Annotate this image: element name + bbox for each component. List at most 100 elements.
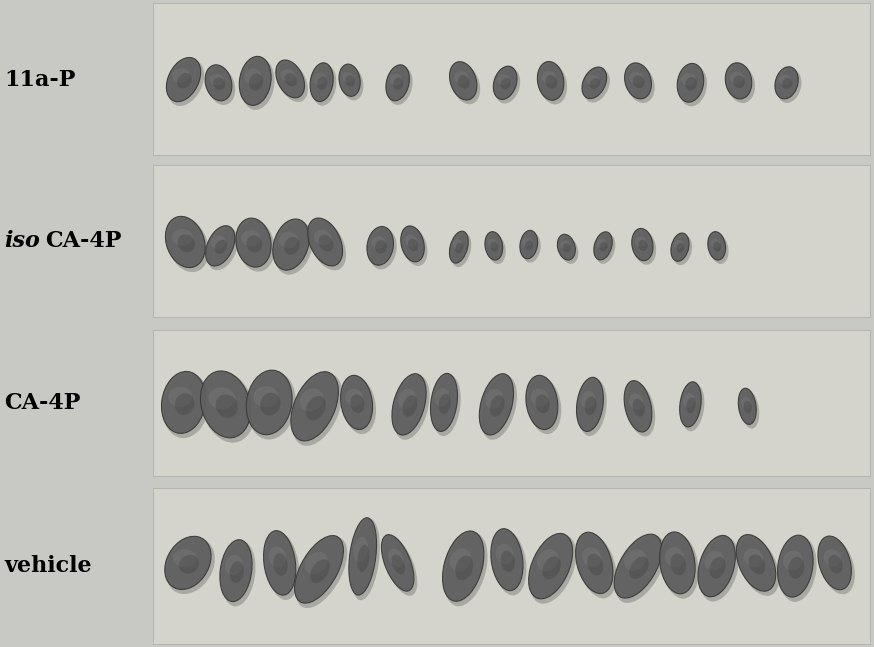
Ellipse shape	[213, 78, 225, 90]
Ellipse shape	[312, 65, 336, 105]
Ellipse shape	[449, 61, 477, 100]
Ellipse shape	[431, 373, 457, 432]
Ellipse shape	[493, 66, 517, 100]
Ellipse shape	[685, 77, 697, 91]
Ellipse shape	[300, 388, 323, 411]
Ellipse shape	[350, 394, 364, 413]
Ellipse shape	[488, 239, 497, 248]
Ellipse shape	[736, 534, 776, 591]
Ellipse shape	[629, 556, 649, 579]
Ellipse shape	[278, 62, 308, 102]
Ellipse shape	[165, 536, 211, 589]
Ellipse shape	[208, 388, 235, 410]
Ellipse shape	[166, 538, 215, 594]
Ellipse shape	[733, 76, 746, 88]
Ellipse shape	[162, 371, 205, 433]
Ellipse shape	[392, 554, 405, 575]
Ellipse shape	[179, 555, 199, 574]
Ellipse shape	[291, 372, 338, 441]
Ellipse shape	[780, 537, 816, 602]
Ellipse shape	[454, 71, 468, 83]
Ellipse shape	[632, 228, 653, 261]
Ellipse shape	[339, 64, 360, 96]
Ellipse shape	[455, 556, 473, 580]
Ellipse shape	[778, 535, 813, 597]
Ellipse shape	[317, 76, 328, 90]
Ellipse shape	[577, 377, 603, 432]
Ellipse shape	[665, 547, 684, 567]
Ellipse shape	[402, 395, 417, 417]
Ellipse shape	[177, 234, 195, 252]
Ellipse shape	[341, 67, 364, 100]
Ellipse shape	[783, 551, 802, 571]
Ellipse shape	[455, 243, 463, 254]
Ellipse shape	[536, 394, 550, 413]
Ellipse shape	[739, 388, 756, 424]
Ellipse shape	[167, 218, 209, 272]
Ellipse shape	[357, 545, 370, 572]
Ellipse shape	[590, 78, 600, 89]
Ellipse shape	[627, 65, 655, 103]
Ellipse shape	[367, 226, 393, 265]
Ellipse shape	[545, 75, 558, 89]
Ellipse shape	[596, 234, 615, 264]
Ellipse shape	[266, 532, 299, 600]
Ellipse shape	[168, 387, 192, 407]
Ellipse shape	[676, 243, 684, 253]
Ellipse shape	[740, 391, 760, 428]
Ellipse shape	[225, 555, 242, 575]
Ellipse shape	[230, 562, 244, 583]
Ellipse shape	[390, 74, 402, 85]
Ellipse shape	[439, 394, 451, 414]
Ellipse shape	[628, 393, 643, 410]
Ellipse shape	[246, 370, 292, 435]
Ellipse shape	[624, 380, 652, 432]
Ellipse shape	[744, 401, 752, 413]
Ellipse shape	[580, 391, 595, 408]
Ellipse shape	[682, 384, 704, 432]
Ellipse shape	[260, 393, 281, 415]
Ellipse shape	[281, 69, 295, 82]
Ellipse shape	[276, 60, 304, 98]
Ellipse shape	[200, 371, 251, 438]
Ellipse shape	[560, 241, 570, 249]
Ellipse shape	[408, 239, 419, 251]
Text: 11a-P: 11a-P	[4, 69, 76, 91]
Ellipse shape	[820, 538, 855, 595]
Ellipse shape	[343, 72, 354, 83]
Ellipse shape	[638, 240, 648, 251]
Ellipse shape	[633, 76, 645, 88]
Ellipse shape	[680, 382, 701, 427]
Ellipse shape	[818, 536, 851, 589]
Ellipse shape	[247, 372, 296, 439]
Ellipse shape	[541, 71, 556, 83]
Ellipse shape	[222, 542, 255, 606]
Ellipse shape	[823, 549, 841, 567]
Ellipse shape	[241, 230, 260, 247]
Ellipse shape	[172, 229, 193, 246]
Ellipse shape	[775, 67, 798, 99]
Ellipse shape	[452, 234, 471, 267]
Ellipse shape	[405, 235, 417, 247]
Ellipse shape	[205, 226, 235, 266]
Ellipse shape	[559, 237, 579, 264]
Ellipse shape	[241, 58, 274, 110]
Ellipse shape	[296, 537, 347, 608]
Ellipse shape	[249, 74, 263, 91]
Ellipse shape	[442, 531, 484, 601]
Ellipse shape	[388, 67, 413, 105]
Ellipse shape	[578, 534, 616, 598]
Ellipse shape	[375, 240, 387, 254]
Ellipse shape	[788, 557, 804, 578]
Ellipse shape	[268, 547, 286, 567]
Ellipse shape	[310, 559, 329, 583]
Ellipse shape	[202, 373, 254, 443]
Ellipse shape	[600, 241, 607, 252]
Ellipse shape	[345, 389, 363, 406]
Ellipse shape	[744, 548, 763, 567]
Text: CA-4P: CA-4P	[45, 230, 121, 252]
Ellipse shape	[487, 234, 506, 264]
Ellipse shape	[710, 234, 729, 264]
Ellipse shape	[497, 74, 510, 85]
Ellipse shape	[538, 61, 564, 100]
